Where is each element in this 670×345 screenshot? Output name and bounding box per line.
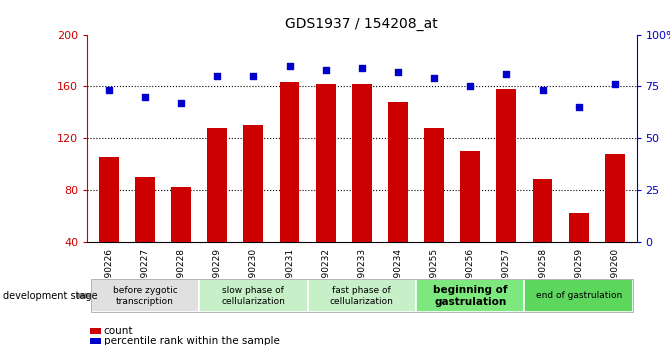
Point <box>610 81 620 87</box>
Point <box>103 88 114 93</box>
Point <box>139 94 150 99</box>
Point <box>465 83 476 89</box>
Bar <box>496 89 517 242</box>
Point <box>212 73 222 79</box>
Point <box>248 73 259 79</box>
Point <box>393 69 403 75</box>
Text: end of gastrulation: end of gastrulation <box>535 291 622 300</box>
Point <box>284 63 295 68</box>
Point <box>537 88 548 93</box>
Bar <box>135 177 155 242</box>
Bar <box>279 82 299 242</box>
Point <box>429 75 440 81</box>
Bar <box>605 154 624 242</box>
Bar <box>316 84 336 242</box>
Point <box>574 104 584 110</box>
Bar <box>533 179 553 242</box>
Point <box>356 65 367 70</box>
Text: development stage: development stage <box>3 291 98 301</box>
Bar <box>424 128 444 241</box>
Text: percentile rank within the sample: percentile rank within the sample <box>104 336 280 345</box>
Bar <box>171 187 191 241</box>
Bar <box>569 213 589 242</box>
Bar <box>243 125 263 242</box>
Text: before zygotic
transcription: before zygotic transcription <box>113 286 178 306</box>
Point <box>176 100 186 106</box>
Bar <box>460 151 480 242</box>
Bar <box>388 102 408 242</box>
Bar <box>207 128 227 241</box>
Bar <box>99 157 119 241</box>
Title: GDS1937 / 154208_at: GDS1937 / 154208_at <box>285 17 438 31</box>
Text: beginning of
gastrulation: beginning of gastrulation <box>433 285 507 307</box>
Bar <box>352 84 372 242</box>
Point <box>501 71 512 77</box>
Point <box>320 67 331 72</box>
Text: fast phase of
cellularization: fast phase of cellularization <box>330 286 394 306</box>
Text: count: count <box>104 326 133 335</box>
Text: slow phase of
cellularization: slow phase of cellularization <box>221 286 285 306</box>
